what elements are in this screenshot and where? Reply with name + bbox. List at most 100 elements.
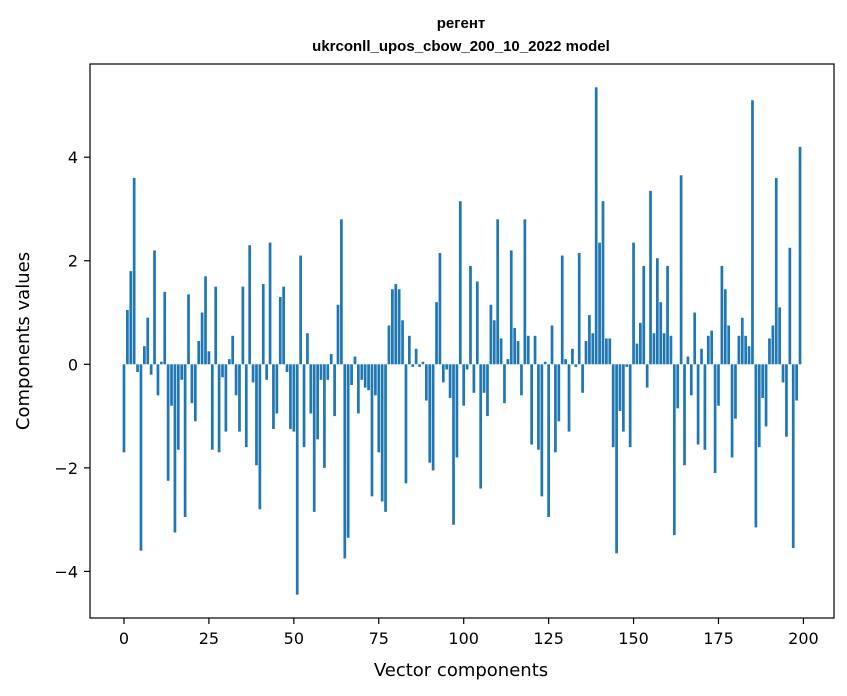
- bar-66: [346, 364, 350, 538]
- bar-33: [234, 364, 238, 396]
- bar-186: [754, 364, 758, 528]
- x-tick-label: 50: [284, 629, 304, 648]
- bar-25: [207, 351, 211, 365]
- bar-143: [608, 338, 612, 365]
- bar-92: [435, 302, 438, 365]
- bar-191: [771, 325, 775, 365]
- bar-65: [343, 364, 347, 559]
- bar-10: [156, 364, 160, 396]
- bar-37: [248, 245, 252, 365]
- bar-165: [683, 364, 686, 466]
- bar-168: [693, 312, 697, 365]
- bar-75: [377, 364, 381, 453]
- bar-181: [737, 335, 741, 365]
- bar-31: [227, 359, 231, 365]
- y-tick-label: 0: [68, 355, 78, 374]
- bar-87: [418, 364, 421, 367]
- bar-89: [424, 364, 428, 401]
- bar-144: [611, 364, 615, 448]
- bar-173: [710, 330, 714, 365]
- bar-18: [183, 364, 187, 518]
- bar-123: [540, 364, 544, 497]
- bar-195: [785, 364, 788, 437]
- bar-138: [591, 333, 595, 365]
- bar-121: [533, 335, 537, 365]
- bar-183: [744, 335, 748, 365]
- bar-147: [622, 364, 625, 432]
- bar-48: [285, 364, 289, 373]
- bar-59: [323, 364, 326, 468]
- bar-55: [309, 364, 313, 414]
- x-tick-label: 100: [448, 629, 479, 648]
- bar-62: [333, 364, 336, 417]
- bar-76: [380, 364, 384, 502]
- bar-170: [700, 348, 703, 365]
- bar-53: [302, 364, 306, 448]
- bar-145: [615, 364, 618, 554]
- bar-188: [761, 364, 765, 398]
- bar-151: [635, 343, 639, 365]
- bar-193: [778, 307, 781, 365]
- x-tick-label: 75: [369, 629, 389, 648]
- bar-46: [278, 296, 282, 365]
- bar-91: [431, 364, 435, 471]
- bar-190: [768, 338, 771, 365]
- bar-68: [353, 356, 357, 365]
- bar-176: [720, 265, 724, 365]
- bar-58: [319, 364, 323, 380]
- x-axis-label: Vector components: [374, 660, 548, 681]
- bar-4: [136, 364, 139, 373]
- bar-20: [190, 364, 194, 404]
- bar-142: [605, 338, 608, 365]
- bar-172: [706, 335, 710, 365]
- bar-17: [180, 364, 184, 380]
- y-tick-label: −4: [54, 562, 78, 581]
- bar-103: [472, 364, 476, 393]
- bar-119: [526, 335, 530, 365]
- bar-78: [387, 325, 391, 365]
- bar-160: [666, 265, 669, 365]
- bar-series: [122, 87, 802, 595]
- bar-196: [788, 247, 792, 365]
- x-tick-label: 200: [788, 629, 819, 648]
- bar-158: [659, 302, 663, 365]
- bar-51: [295, 364, 299, 595]
- bar-104: [475, 281, 479, 365]
- bar-155: [649, 190, 652, 365]
- bar-126: [550, 325, 554, 365]
- bar-105: [479, 364, 483, 489]
- bar-118: [523, 219, 527, 365]
- bar-135: [581, 364, 584, 393]
- bar-106: [482, 364, 486, 393]
- bar-43: [268, 242, 272, 365]
- bar-148: [625, 364, 629, 367]
- y-axis-label: Components values: [13, 252, 34, 430]
- bar-82: [401, 320, 404, 365]
- bar-114: [509, 250, 513, 365]
- bar-12: [163, 291, 167, 365]
- x-tick-label: 125: [533, 629, 564, 648]
- x-tick-label: 0: [119, 629, 129, 648]
- bar-149: [628, 364, 632, 448]
- bar-116: [516, 341, 520, 365]
- bar-13: [166, 364, 170, 481]
- bar-129: [560, 255, 564, 365]
- bar-198: [795, 364, 798, 401]
- bar-192: [774, 177, 778, 365]
- bar-162: [672, 364, 676, 536]
- bar-100: [462, 364, 466, 406]
- bar-150: [632, 242, 635, 365]
- bar-127: [554, 364, 557, 453]
- bar-197: [791, 364, 795, 549]
- bar-189: [764, 364, 768, 427]
- bar-185: [751, 100, 754, 365]
- bar-85: [411, 364, 415, 367]
- bar-166: [686, 356, 690, 365]
- bar-39: [255, 364, 258, 466]
- bar-42: [265, 364, 269, 380]
- bar-69: [357, 364, 360, 414]
- bar-109: [492, 320, 496, 365]
- bar-64: [340, 219, 343, 365]
